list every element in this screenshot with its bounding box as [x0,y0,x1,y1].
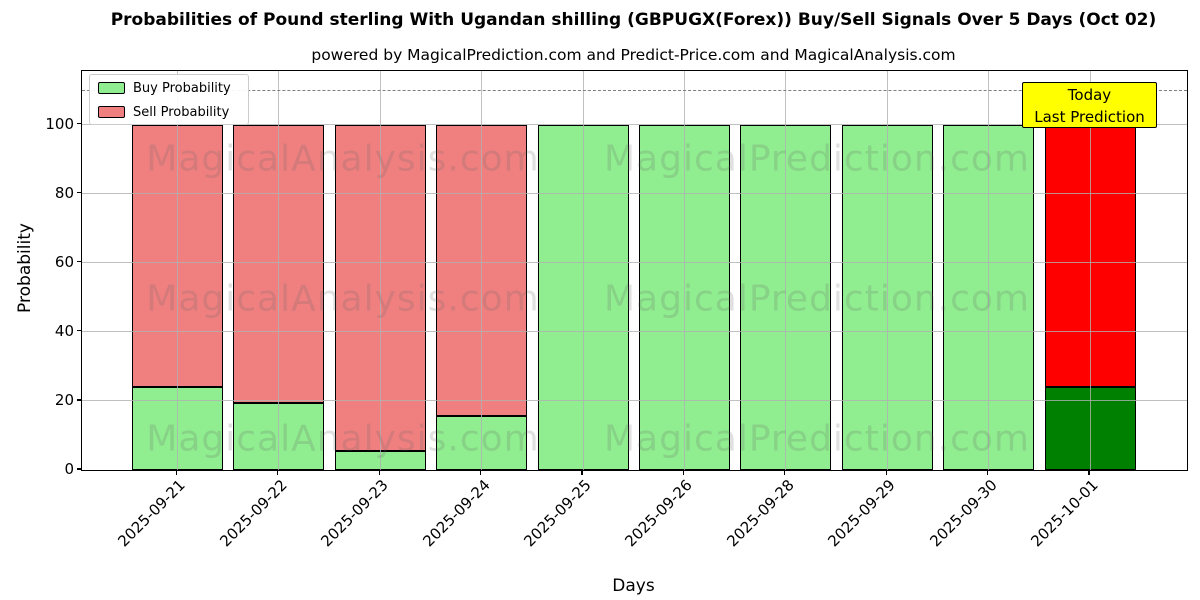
x-tick-mark [682,470,685,475]
today-annotation: Today Last Prediction [1022,82,1157,128]
horizontal-gridline [82,331,1187,333]
vertical-gridline [683,71,685,470]
vertical-gridline [379,71,381,470]
horizontal-gridline [82,262,1187,264]
horizontal-gridline [82,400,1187,402]
annotation-line-2: Last Prediction [1034,108,1145,126]
vertical-gridline [278,71,280,470]
watermark-text: MagicalPrediction.com [604,278,1030,320]
legend-buy-label: Buy Probability [133,80,231,96]
y-tick-label: 100 [45,114,74,133]
x-tick-mark [885,470,887,475]
chart-subtitle: powered by MagicalPrediction.com and Pre… [311,46,956,64]
legend-sell-label: Sell Probability [133,104,230,120]
y-tick-mark [77,468,81,470]
vertical-gridline [1089,71,1091,470]
vertical-gridline [176,71,178,470]
watermark-text: MagicalAnalysis.com [146,138,540,180]
x-tick-mark [277,470,279,475]
watermark-text: MagicalAnalysis.com [146,418,540,460]
threshold-dashed-line [82,90,1187,91]
y-tick-mark [77,191,81,194]
x-tick-mark [987,470,989,475]
y-tick-label: 20 [54,390,74,409]
x-tick-mark [1088,470,1090,475]
sell-swatch-icon [98,106,125,118]
vertical-gridline [886,71,888,470]
x-tick-mark [480,470,482,475]
y-tick-label: 0 [64,460,74,478]
vertical-gridline [988,71,990,470]
buy-swatch-icon [98,82,125,94]
chart-title: Probabilities of Pound sterling With Uga… [110,10,1157,30]
watermark-text: MagicalAnalysis.com [146,278,540,320]
annotation-line-1: Today [1067,86,1112,104]
watermark-text: MagicalPrediction.com [604,418,1030,460]
y-tick-mark [77,330,81,332]
x-tick-mark [581,470,583,475]
y-tick-label: 60 [54,252,74,271]
legend: Buy Probability Sell Probability [89,74,249,125]
y-tick-mark [77,261,81,263]
vertical-gridline [785,71,787,470]
y-tick-mark [77,122,81,125]
vertical-gridline [582,71,584,470]
x-axis-label: Days [612,576,655,596]
y-tick-label: 40 [54,321,74,340]
vertical-gridline [481,71,483,470]
y-tick-mark [77,399,81,401]
y-tick-label: 80 [54,183,74,202]
x-tick-mark [175,470,178,475]
horizontal-gridline [82,124,1187,126]
legend-row-buy: Buy Probability [98,77,248,99]
plot-area: MagicalAnalysis.com MagicalPrediction.com… [81,70,1188,471]
legend-row-sell: Sell Probability [98,101,248,123]
x-tick-mark [784,470,786,475]
x-tick-mark [378,470,380,475]
watermark-text: MagicalPrediction.com [604,138,1030,180]
horizontal-gridline [82,193,1187,195]
